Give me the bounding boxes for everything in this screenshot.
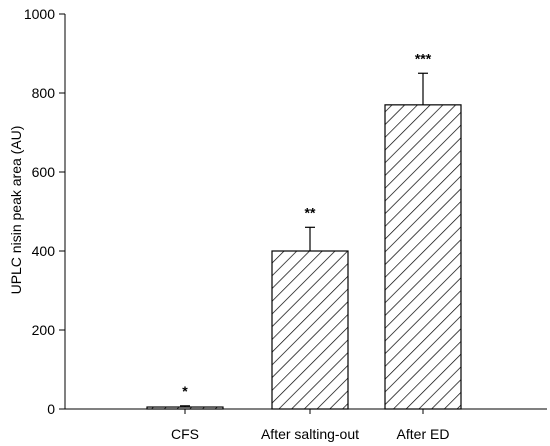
y-tick-label: 0 [47, 401, 55, 417]
significance-label: *** [415, 50, 432, 66]
y-tick-label: 1000 [24, 6, 55, 22]
x-tick-label: After ED [397, 426, 450, 442]
bar-after-salting-out [271, 250, 349, 410]
significance-label: * [182, 383, 188, 399]
significance-label: ** [305, 204, 316, 220]
x-tick-label: CFS [171, 426, 199, 442]
y-axis-title: UPLC nisin peak area (AU) [8, 126, 24, 295]
bar-cfs [146, 406, 224, 410]
y-tick-label: 800 [32, 85, 56, 101]
y-tick-label: 400 [32, 243, 56, 259]
x-tick-label: After salting-out [261, 426, 359, 442]
y-tick-label: 600 [32, 164, 56, 180]
y-tick-label: 200 [32, 322, 56, 338]
bar-after-ed [384, 104, 462, 410]
